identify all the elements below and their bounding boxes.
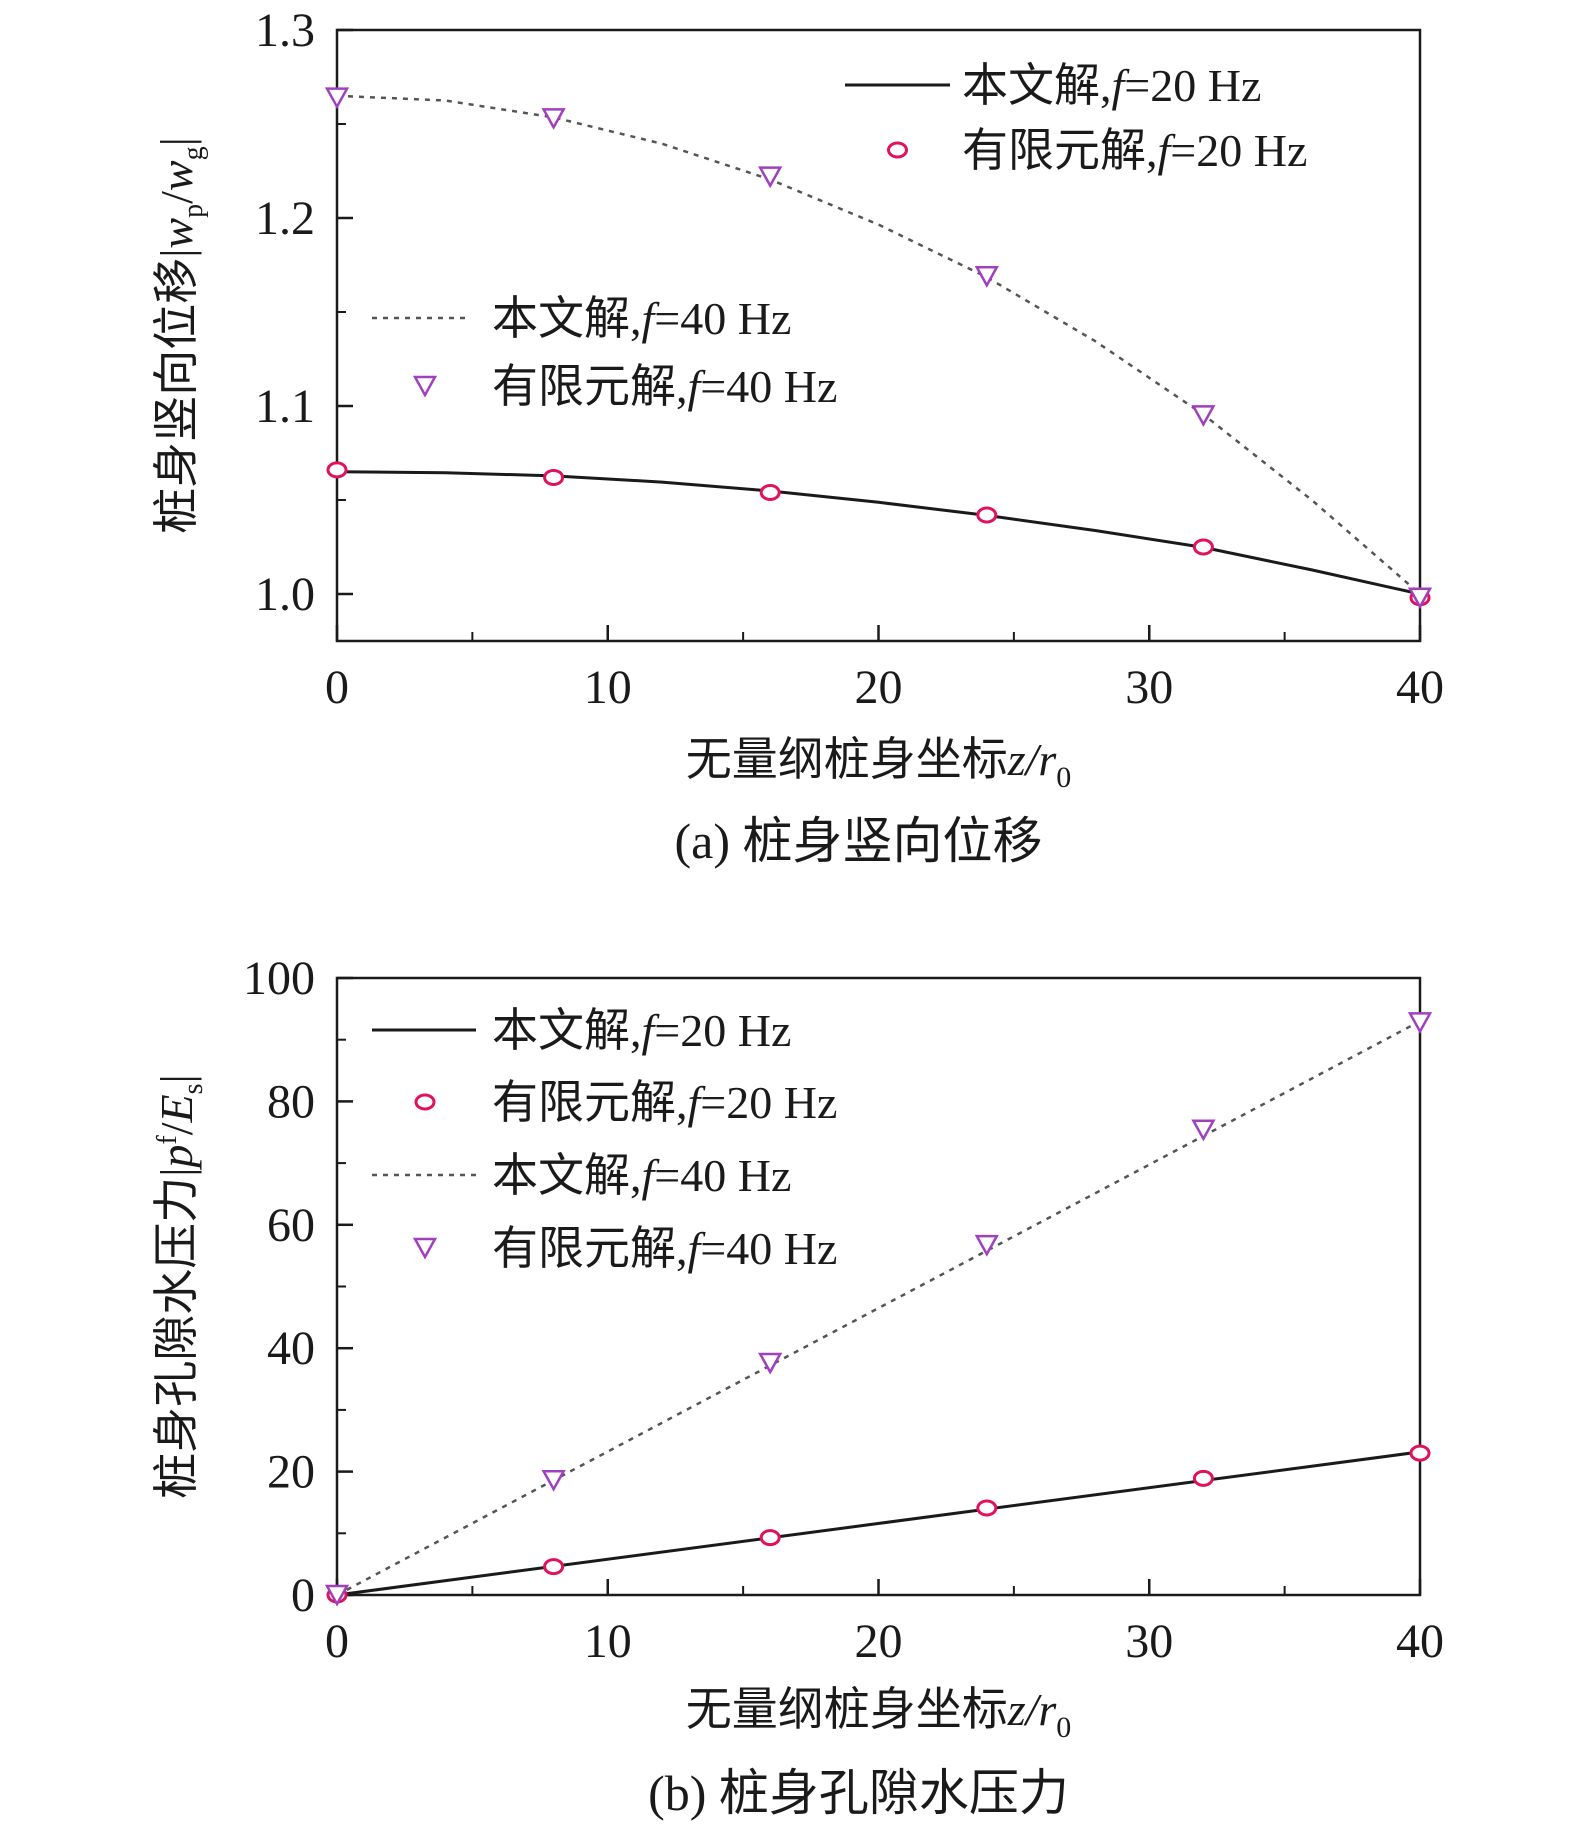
legend-label-0: 本文解,f=20 Hz xyxy=(492,1005,791,1056)
legend-label-3: 有限元解,f=40 Hz xyxy=(492,361,837,412)
data-point-circle xyxy=(976,1499,998,1517)
data-point-circle xyxy=(976,506,998,524)
x-tick-label: 20 xyxy=(855,1615,903,1668)
data-point-triangle xyxy=(1191,1119,1216,1142)
y-tick-label: 0 xyxy=(291,1569,315,1622)
x-tick-label: 40 xyxy=(1396,661,1444,714)
x-tick-label: 30 xyxy=(1125,1615,1173,1668)
data-point-circle xyxy=(543,1558,565,1576)
data-point-circle xyxy=(759,1529,781,1547)
y-tick-label: 1.0 xyxy=(255,568,315,621)
y-tick-label: 80 xyxy=(267,1075,315,1128)
legend-swatch-1 xyxy=(414,1093,436,1111)
y-tick-label: 100 xyxy=(243,952,315,1005)
data-point-triangle xyxy=(758,1352,783,1375)
legend-label-2: 本文解,f=40 Hz xyxy=(492,1150,791,1201)
series-line-0 xyxy=(336,1450,1421,1597)
y-axis-label: 桩身竖向位移|wp/wg| xyxy=(151,137,209,534)
data-point-circle xyxy=(543,468,565,486)
chart-b: 0 10 20 30 40 0 20 40 60 80 100 本文解,f=20 Hz 有限元解,f=2… xyxy=(151,952,1444,1821)
data-point-triangle xyxy=(974,1234,999,1257)
x-tick-label: 0 xyxy=(325,1615,349,1668)
legend-swatch-1 xyxy=(887,141,908,159)
legend-swatch-3 xyxy=(412,375,438,398)
data-point-triangle xyxy=(541,1469,566,1492)
x-axis-label: 无量纲桩身坐标z/r0 xyxy=(686,734,1072,794)
y-axis-label: 桩身孔隙水压力|pf/Es| xyxy=(151,1074,209,1499)
data-point-circle xyxy=(326,461,348,479)
data-point-triangle xyxy=(324,87,350,110)
data-point-triangle xyxy=(974,266,999,288)
data-point-triangle xyxy=(1407,1012,1433,1034)
legend-label-3: 有限元解,f=40 Hz xyxy=(492,1223,837,1274)
x-tick-label: 10 xyxy=(584,1615,632,1668)
x-tick-label: 0 xyxy=(325,661,349,714)
data-point-circle xyxy=(1192,1469,1214,1487)
legend-swatch-3 xyxy=(412,1237,438,1260)
data-point-triangle xyxy=(324,1584,350,1607)
y-tick-label: 1.3 xyxy=(255,4,315,57)
series-line-2 xyxy=(336,94,1421,595)
y-tick-label: 20 xyxy=(267,1446,315,1499)
chart-a: 0 10 20 30 40 1.0 1.1 1.2 1.3 本文解,f=20 Hz 有限元解,f=2… xyxy=(151,4,1444,869)
legend-label-1: 有限元解,f=20 Hz xyxy=(962,125,1307,176)
legend-label-0: 本文解,f=20 Hz xyxy=(962,60,1261,111)
series-line-0 xyxy=(336,470,1421,596)
x-tick-label: 40 xyxy=(1396,1615,1444,1668)
plot-frame xyxy=(335,976,1422,1597)
data-point-circle xyxy=(1409,1444,1431,1462)
figure-caption: (a) 桩身竖向位移 xyxy=(675,813,1043,869)
x-axis-label: 无量纲桩身坐标z/r0 xyxy=(686,1684,1072,1744)
data-point-triangle xyxy=(1191,405,1216,427)
y-tick-label: 1.2 xyxy=(255,192,315,245)
data-point-circle xyxy=(1192,538,1214,556)
data-point-circle xyxy=(759,483,781,501)
legend-label-1: 有限元解,f=20 Hz xyxy=(492,1077,837,1128)
x-tick-label: 20 xyxy=(855,661,903,714)
x-tick-label: 10 xyxy=(584,661,632,714)
data-point-triangle xyxy=(1407,587,1433,610)
x-tick-label: 30 xyxy=(1125,661,1173,714)
figure-caption: (b) 桩身孔隙水压力 xyxy=(648,1765,1069,1821)
y-tick-label: 40 xyxy=(267,1322,315,1375)
y-tick-label: 60 xyxy=(267,1199,315,1252)
data-point-triangle xyxy=(541,108,566,130)
y-tick-label: 1.1 xyxy=(255,380,315,433)
legend-label-2: 本文解,f=40 Hz xyxy=(492,293,791,344)
data-point-triangle xyxy=(758,166,783,189)
